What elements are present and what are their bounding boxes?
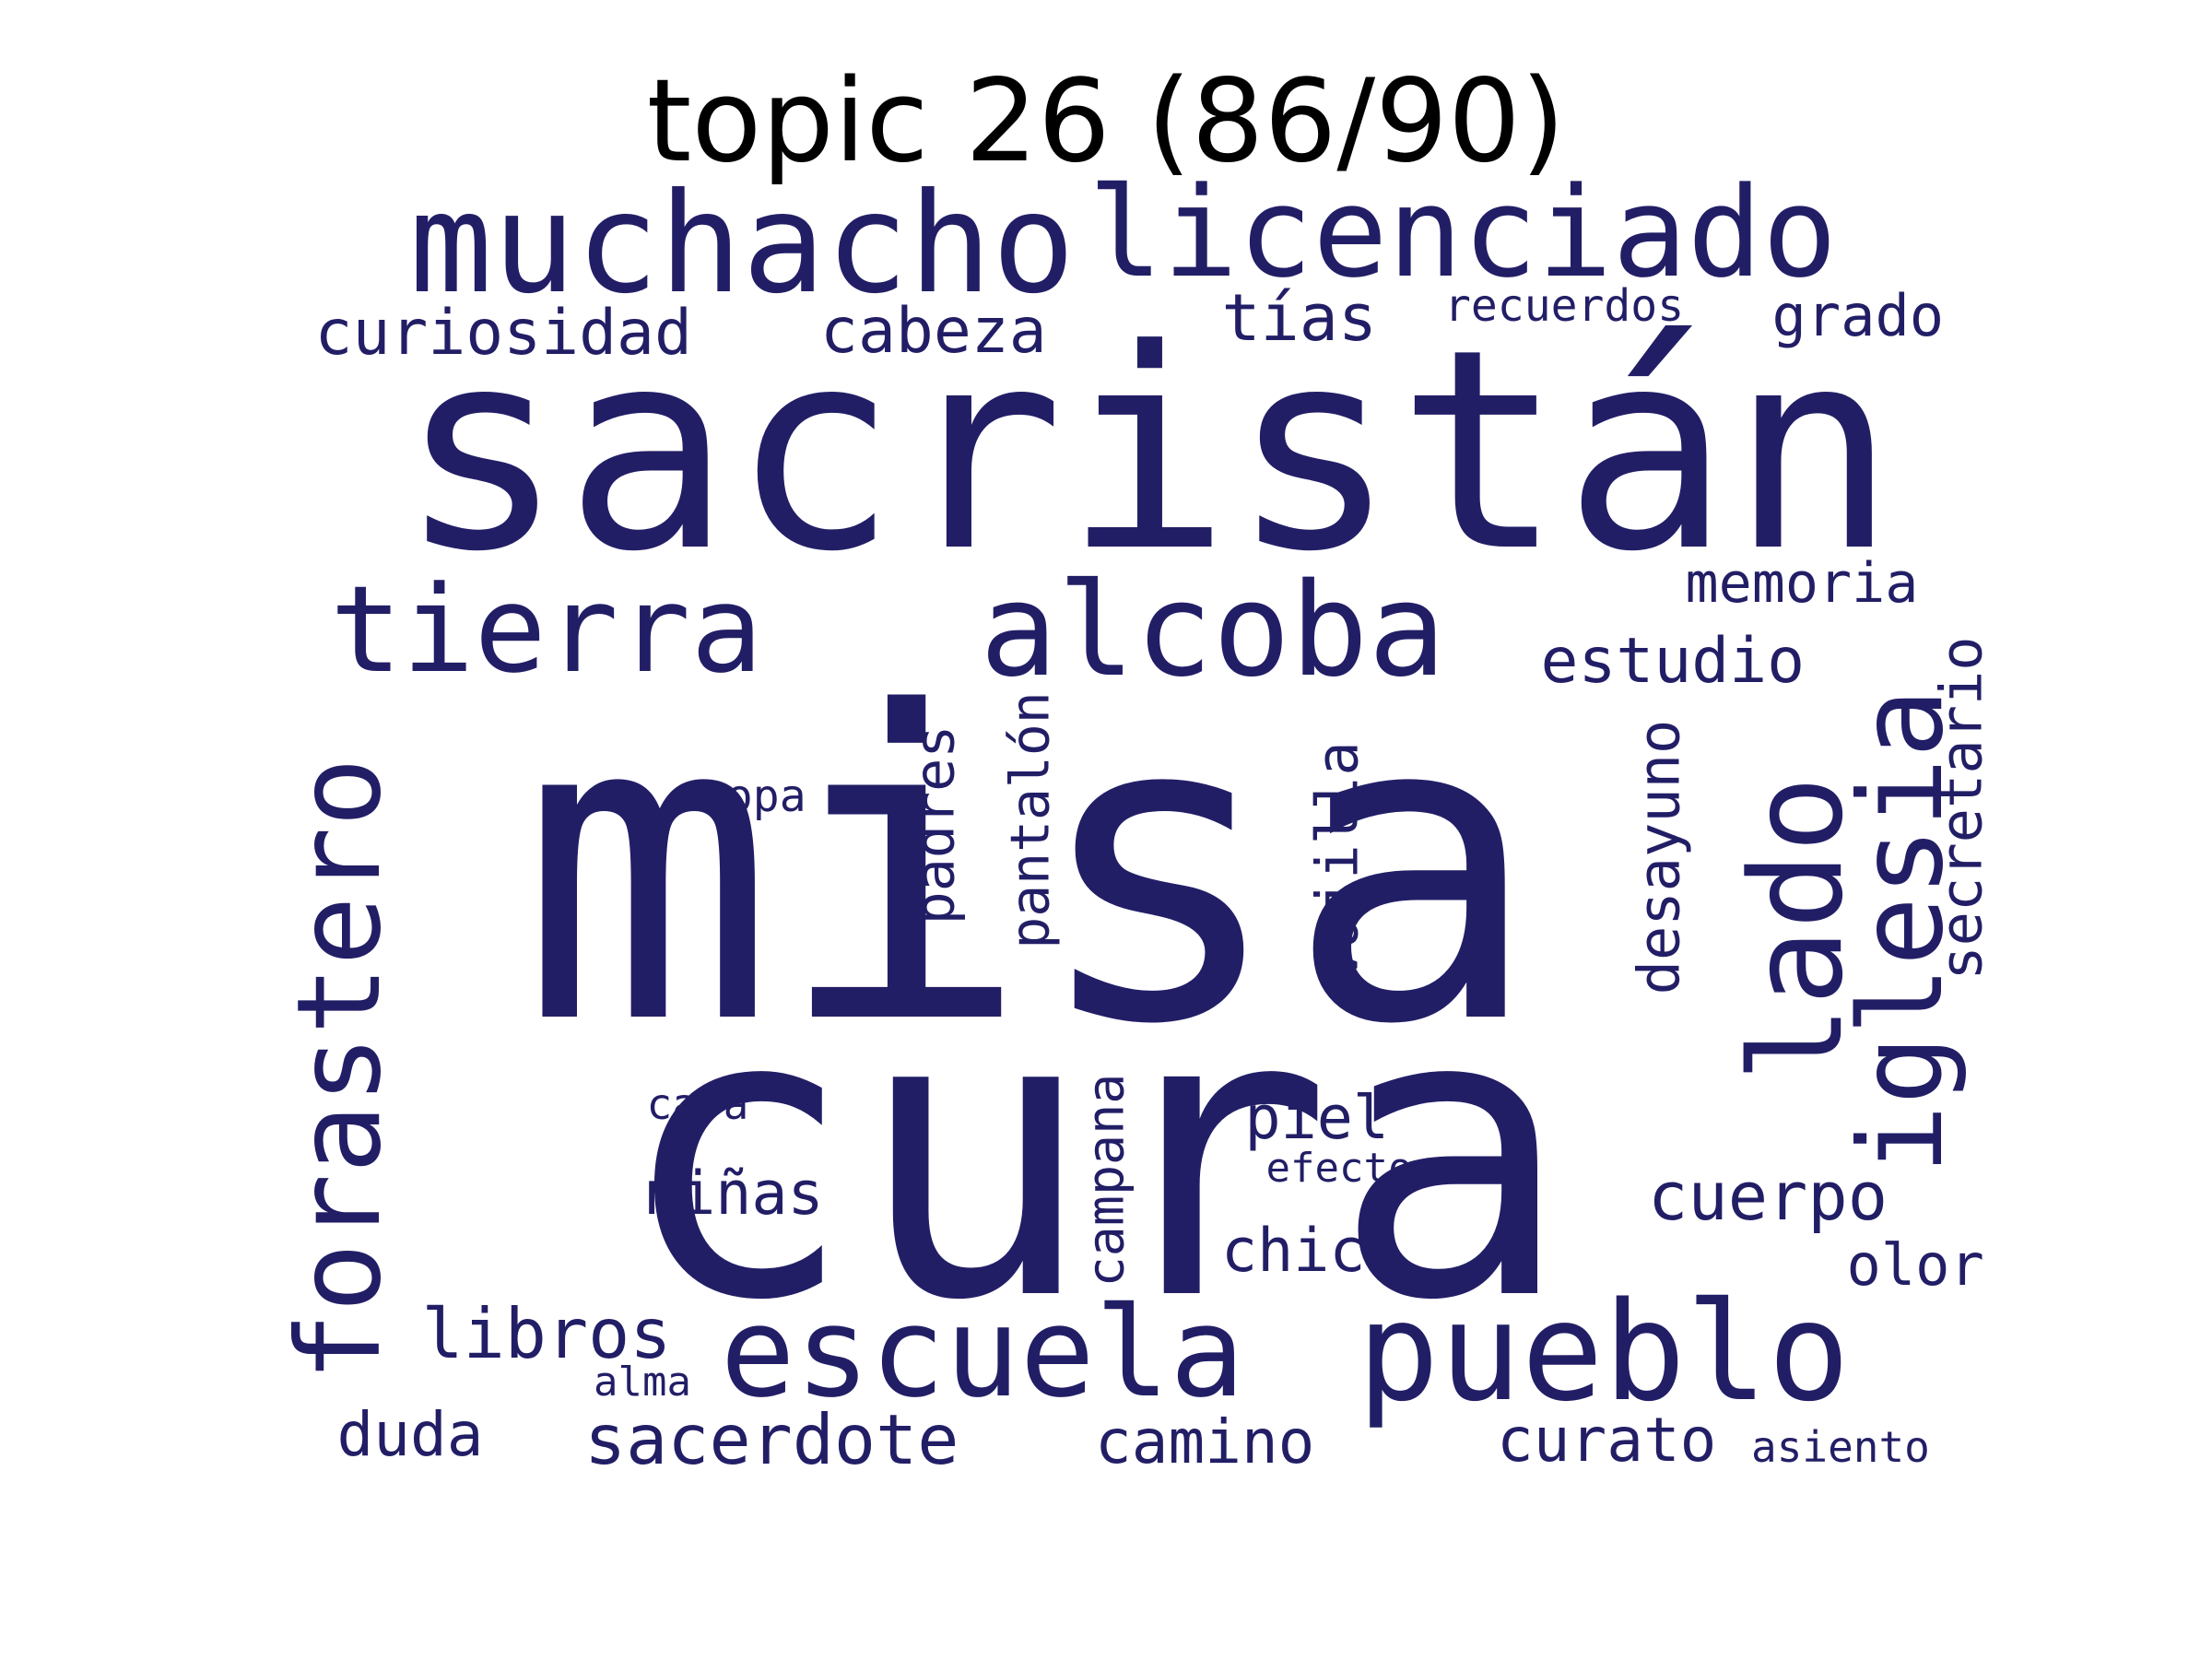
word-piel: piel bbox=[1244, 1083, 1390, 1153]
word-pantalon: pantalón bbox=[998, 691, 1062, 949]
word-cara: cara bbox=[646, 1079, 749, 1129]
word-vajilla: vajilla bbox=[1303, 741, 1371, 982]
word-asiento: asiento bbox=[1751, 1422, 1930, 1472]
word-ropa: ropa bbox=[700, 771, 806, 822]
word-camino: camino bbox=[1095, 1406, 1315, 1477]
word-tierra: tierra bbox=[330, 559, 763, 700]
word-recuerdos: recuerdos bbox=[1444, 280, 1685, 332]
word-pueblo: pueblo bbox=[1357, 1273, 1851, 1431]
word-cuerpo: cuerpo bbox=[1648, 1158, 1888, 1235]
word-memoria: memoria bbox=[1685, 551, 1919, 616]
word-cura: cura bbox=[617, 926, 1571, 1387]
word-escuela: escuela bbox=[720, 1279, 1245, 1425]
word-licenciado: licenciado bbox=[1088, 159, 1838, 305]
word-forastero: forastero bbox=[272, 757, 406, 1382]
word-misa: misa bbox=[520, 624, 1541, 1117]
word-curiosidad: curiosidad bbox=[314, 297, 692, 370]
word-desayuno: desayuno bbox=[1624, 719, 1692, 995]
word-ninas: niñas bbox=[643, 1159, 824, 1229]
word-curato: curato bbox=[1497, 1405, 1717, 1476]
word-grado: grado bbox=[1771, 282, 1945, 349]
word-alma: alma bbox=[594, 1359, 691, 1406]
word-tias: tías bbox=[1221, 280, 1378, 356]
word-estudio: estudio bbox=[1540, 625, 1806, 698]
word-padres: padres bbox=[901, 724, 967, 925]
word-sacerdote: sacerdote bbox=[584, 1398, 959, 1480]
word-secretario: secretario bbox=[1927, 636, 1995, 981]
word-efecto: efecto bbox=[1265, 1145, 1413, 1192]
word-alcoba: alcoba bbox=[980, 556, 1446, 706]
word-olor: olor bbox=[1846, 1231, 1984, 1299]
word-sacristan: sacristán bbox=[398, 290, 1897, 612]
chart-title: topic 26 (86/90) bbox=[646, 55, 1566, 188]
word-duda: duda bbox=[336, 1399, 484, 1470]
word-muchacho: muchacho bbox=[409, 164, 1076, 324]
word-libros: libros bbox=[421, 1292, 672, 1374]
word-cabeza: cabeza bbox=[820, 295, 1047, 368]
word-campana: campana bbox=[1076, 1073, 1135, 1287]
word-chico: chico bbox=[1221, 1216, 1402, 1286]
